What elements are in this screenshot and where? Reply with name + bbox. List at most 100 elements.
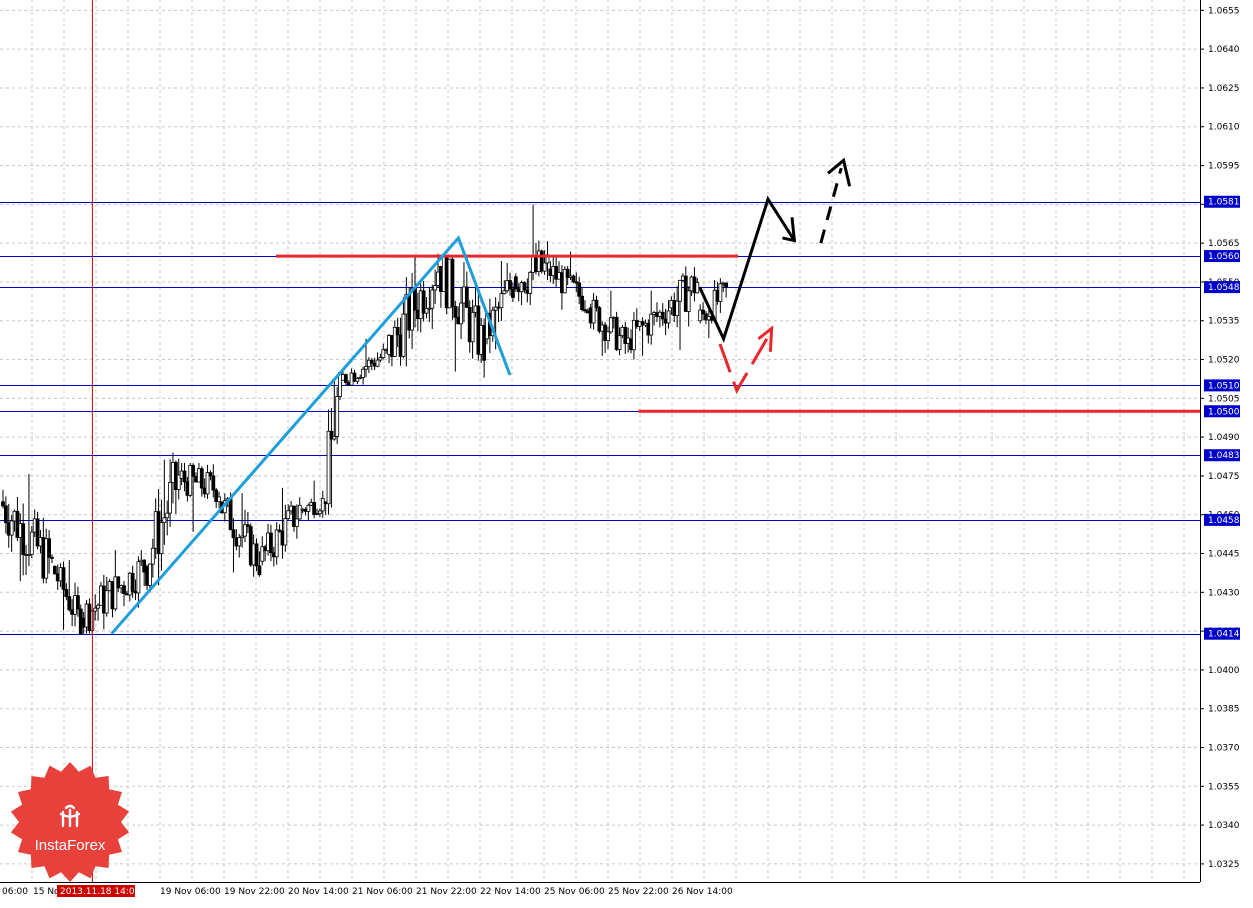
candle-body <box>130 572 135 592</box>
candle-body <box>64 588 69 598</box>
y-tick-label: 1.0355 <box>1208 782 1240 792</box>
candle-body <box>459 302 463 325</box>
candle-body <box>165 512 170 519</box>
grid <box>0 0 1200 882</box>
y-tick-label: 1.0325 <box>1208 860 1240 870</box>
candle-body <box>326 430 331 505</box>
candle-body <box>511 288 515 298</box>
candle-body <box>421 290 426 314</box>
candle-body <box>315 513 319 515</box>
y-tick-label: 1.0520 <box>1208 356 1240 366</box>
candle-body <box>122 585 126 594</box>
candle-body <box>297 504 302 520</box>
candle-body <box>67 596 72 611</box>
y-tick-label: 1.0340 <box>1208 821 1240 831</box>
candle-body <box>61 567 66 590</box>
level-price-label: 1.0510 <box>1208 381 1240 391</box>
candle-body <box>9 520 14 536</box>
candle-body <box>237 537 242 547</box>
level-price-box <box>1204 449 1240 462</box>
candle-body <box>329 430 334 440</box>
candle-body <box>257 565 262 576</box>
candle-body <box>332 435 337 440</box>
candle-body <box>228 498 233 531</box>
candle-body <box>358 377 363 379</box>
level-price-box <box>1204 405 1240 418</box>
candle-body <box>433 285 438 291</box>
candle-body <box>701 309 705 315</box>
candle-body <box>274 529 279 558</box>
forecast-black-arrowhead <box>782 217 797 243</box>
level-price-box <box>1204 513 1240 526</box>
candle-body <box>695 282 700 294</box>
candle-body <box>343 374 348 384</box>
x-tick-label: 21 Nov 22:00 <box>416 887 477 897</box>
candle-body <box>606 331 610 342</box>
candle-body <box>378 357 383 361</box>
level-price-label: 1.0500 <box>1208 407 1240 417</box>
candle-body <box>718 283 723 302</box>
candle-body <box>320 498 325 512</box>
candle-body <box>352 372 357 382</box>
candle-body <box>565 268 570 278</box>
y-tick-label: 1.0445 <box>1208 550 1240 560</box>
candle-body <box>562 268 567 294</box>
candle-body <box>450 258 455 307</box>
candle-body <box>395 326 400 336</box>
candle-body <box>649 313 654 336</box>
candle-body <box>199 468 204 489</box>
candle-body <box>182 470 187 483</box>
candle-body <box>104 590 109 614</box>
candle-body <box>21 523 26 556</box>
candle-body <box>482 324 487 361</box>
candle-body <box>608 317 613 333</box>
candle-body <box>269 532 273 554</box>
candle-body <box>27 553 31 556</box>
candle-body <box>208 472 213 477</box>
candle-body <box>493 306 498 311</box>
candle-body <box>678 279 682 302</box>
candle-body <box>245 524 250 528</box>
y-tick-label: 1.0370 <box>1208 744 1240 754</box>
x-tick-label: 21 Nov 06:00 <box>352 887 413 897</box>
candle-body <box>617 335 622 350</box>
y-tick-label: 1.0625 <box>1208 84 1240 94</box>
candle-body <box>211 475 216 491</box>
candle-body <box>148 563 152 586</box>
candle-body <box>318 510 322 514</box>
candle-body <box>116 576 121 589</box>
candle-body <box>292 505 296 527</box>
annotations <box>91 0 1200 882</box>
level-price-box <box>1204 281 1240 294</box>
logo-mark-icon <box>59 804 81 828</box>
x-tick-label: 20 Nov 14:00 <box>288 887 349 897</box>
candle-body <box>243 524 247 537</box>
candle-body <box>724 282 729 288</box>
forecast-red-arrowhead <box>757 325 774 352</box>
candle-body <box>594 299 599 308</box>
candle-body <box>47 538 51 558</box>
candle-body <box>44 538 49 579</box>
candle-body <box>214 489 219 503</box>
candle-body <box>93 607 98 612</box>
candle-body <box>375 359 380 367</box>
candle-body <box>401 313 406 357</box>
y-tick-label: 1.0400 <box>1208 666 1240 676</box>
candle-body <box>240 535 245 539</box>
candle-body <box>427 307 432 310</box>
candle-body <box>513 276 518 290</box>
candle-body <box>539 250 544 272</box>
logo-wordmark: InstaForex <box>35 837 106 854</box>
level-price-box <box>1204 250 1240 263</box>
candle-body <box>522 282 527 291</box>
y-tick-label: 1.0385 <box>1208 705 1240 715</box>
candle-body <box>294 518 299 527</box>
level-price-label: 1.0483 <box>1208 451 1240 461</box>
level-price-label: 1.0581 <box>1208 198 1240 208</box>
candle-body <box>335 396 340 437</box>
candle-body <box>571 275 576 283</box>
candle-body <box>666 310 671 324</box>
candle-body <box>150 547 155 565</box>
